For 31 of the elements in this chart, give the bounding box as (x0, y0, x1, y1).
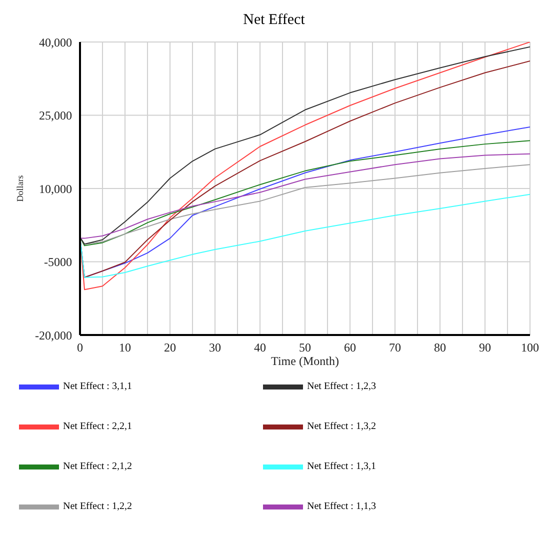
x-tick-label: 50 (299, 340, 311, 355)
x-tick-label: 10 (119, 340, 131, 355)
y-tick-label: 10,000 (39, 182, 72, 196)
legend-label: Net Effect : 2,2,1 (63, 421, 133, 432)
line-series (80, 153, 530, 239)
y-axis-title: Dollars (15, 174, 26, 202)
legend-label: Net Effect : 1,1,3 (307, 501, 377, 512)
legend-label: Net Effect : 2,1,2 (63, 461, 133, 472)
x-tick-label: 80 (434, 340, 446, 355)
legend-label: Net Effect : 1,3,2 (307, 421, 377, 432)
x-tick-label: 20 (164, 340, 176, 355)
line-series (80, 140, 530, 246)
x-tick-label: 90 (479, 340, 491, 355)
y-tick-label: 40,000 (39, 35, 72, 50)
line-series (80, 194, 530, 278)
x-axis-title: Time (Month) (271, 354, 339, 368)
x-tick-label: 0 (77, 340, 83, 355)
y-tick-label: -20,000 (35, 328, 72, 342)
x-tick-label: 30 (209, 340, 221, 355)
legend-label: Net Effect : 3,1,1 (63, 381, 133, 392)
y-tick-label: -5000 (44, 255, 72, 270)
x-tick-label: 40 (254, 340, 266, 355)
line-series (80, 46, 530, 245)
x-tick-label: 100 (521, 340, 539, 355)
x-tick-label: 60 (344, 340, 356, 355)
y-tick-label: 25,000 (39, 108, 72, 123)
legend-label: Net Effect : 1,2,2 (63, 501, 133, 512)
legend-label: Net Effect : 1,3,1 (307, 461, 377, 472)
x-tick-label: 70 (389, 340, 401, 355)
legend-label: Net Effect : 1,2,3 (307, 381, 377, 392)
chart-title: Net Effect (242, 11, 306, 30)
